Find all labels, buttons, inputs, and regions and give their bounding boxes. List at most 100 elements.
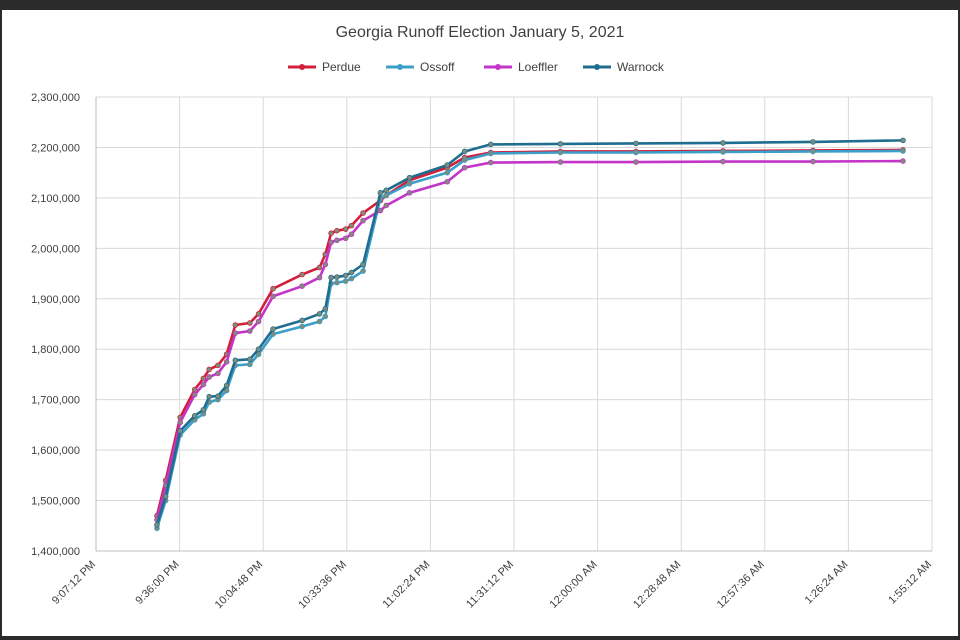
data-point-warnock <box>360 261 366 268</box>
data-point-ossoff <box>348 275 355 282</box>
data-point-loeffler <box>383 202 390 209</box>
data-point-warnock <box>461 148 468 155</box>
data-point-loeffler <box>206 374 213 380</box>
data-point-ossoff <box>810 148 816 155</box>
data-point-loeffler <box>270 293 276 300</box>
data-point-ossoff <box>557 149 564 156</box>
data-point-loeffler <box>633 159 639 165</box>
data-point-warnock <box>316 311 323 317</box>
x-tick-label: 12:28:48 AM <box>631 559 683 611</box>
data-point-warnock <box>720 140 726 146</box>
data-point-loeffler <box>342 235 349 242</box>
data-point-perdue <box>316 264 323 271</box>
data-point-perdue <box>334 227 340 234</box>
data-point-ossoff <box>406 180 413 187</box>
data-point-loeffler <box>316 274 323 281</box>
x-tick-label: 1:26:24 AM <box>803 559 851 607</box>
data-point-loeffler <box>360 217 366 224</box>
data-point-perdue <box>255 311 262 317</box>
x-tick-label: 9:36:00 PM <box>133 559 181 607</box>
data-point-loeffler <box>334 237 340 244</box>
y-tick-label: 1,900,000 <box>31 294 80 306</box>
data-point-warnock <box>383 187 390 194</box>
data-point-perdue <box>200 375 207 382</box>
data-point-loeffler <box>444 178 451 185</box>
data-point-warnock <box>232 357 239 364</box>
data-point-warnock <box>900 137 906 144</box>
data-point-warnock <box>348 269 355 276</box>
data-point-ossoff <box>247 361 253 368</box>
x-tick-label: 12:57:36 AM <box>715 559 767 611</box>
data-point-warnock <box>810 139 816 145</box>
data-point-ossoff <box>316 318 323 325</box>
data-point-warnock <box>334 274 340 280</box>
data-point-warnock <box>299 317 305 324</box>
data-point-perdue <box>247 320 253 326</box>
data-point-warnock <box>633 140 639 147</box>
data-point-perdue <box>270 285 276 292</box>
data-point-warnock <box>191 413 198 419</box>
data-point-loeffler <box>377 207 384 214</box>
data-point-perdue <box>348 222 355 229</box>
data-point-loeffler <box>299 283 305 289</box>
data-point-loeffler <box>720 158 726 165</box>
data-point-loeffler <box>461 164 468 171</box>
data-point-perdue <box>342 226 349 232</box>
data-point-warnock <box>206 393 213 400</box>
data-point-perdue <box>328 230 334 237</box>
data-point-warnock <box>377 190 384 196</box>
data-point-loeffler <box>215 370 221 377</box>
legend-marker-perdue <box>299 64 305 70</box>
y-tick-label: 1,500,000 <box>31 496 80 508</box>
data-point-loeffler <box>810 158 816 165</box>
data-point-ossoff <box>444 169 451 176</box>
y-tick-label: 1,800,000 <box>31 344 80 356</box>
chart-title: Georgia Runoff Election January 5, 2021 <box>335 24 625 41</box>
data-point-ossoff <box>461 157 468 163</box>
data-point-ossoff <box>342 278 349 284</box>
legend-label-ossoff: Ossoff <box>420 60 455 74</box>
series-line-ossoff <box>155 149 903 529</box>
data-point-perdue <box>299 271 305 278</box>
data-point-loeffler <box>322 261 329 268</box>
data-point-warnock <box>342 272 349 279</box>
data-point-loeffler <box>255 318 262 325</box>
y-tick-label: 2,300,000 <box>31 92 80 104</box>
data-point-ossoff <box>322 313 329 320</box>
data-point-warnock <box>328 274 334 281</box>
data-point-ossoff <box>487 150 494 157</box>
data-point-warnock <box>247 356 253 363</box>
legend-label-perdue: Perdue <box>322 60 361 74</box>
x-tick-label: 11:02:24 PM <box>381 559 433 611</box>
data-point-ossoff <box>299 323 305 330</box>
data-point-perdue <box>360 210 366 216</box>
y-tick-label: 1,600,000 <box>31 445 80 457</box>
data-point-loeffler <box>900 158 906 164</box>
data-point-ossoff <box>383 192 390 199</box>
data-point-loeffler <box>200 381 207 388</box>
y-tick-label: 2,200,000 <box>31 142 80 154</box>
data-point-loeffler <box>232 330 239 336</box>
data-point-warnock <box>270 326 276 332</box>
legend-marker-warnock <box>594 64 600 70</box>
data-point-perdue <box>232 322 239 328</box>
data-point-warnock <box>215 393 221 399</box>
data-point-loeffler <box>487 159 494 166</box>
data-point-warnock <box>177 428 183 434</box>
data-point-loeffler <box>557 159 564 165</box>
data-point-ossoff <box>720 149 726 155</box>
y-tick-label: 2,000,000 <box>31 243 80 255</box>
data-point-warnock <box>223 382 230 389</box>
data-point-ossoff <box>900 148 906 154</box>
data-point-perdue <box>215 362 221 369</box>
y-tick-label: 1,700,000 <box>31 395 80 407</box>
data-point-loeffler <box>247 328 253 334</box>
x-tick-label: 1:55:12 AM <box>886 559 934 607</box>
data-point-loeffler <box>348 231 355 238</box>
data-point-warnock <box>487 141 494 148</box>
data-point-ossoff <box>334 279 340 286</box>
data-point-ossoff <box>633 149 639 156</box>
legend-marker-ossoff <box>397 64 403 70</box>
data-point-warnock <box>162 493 169 500</box>
